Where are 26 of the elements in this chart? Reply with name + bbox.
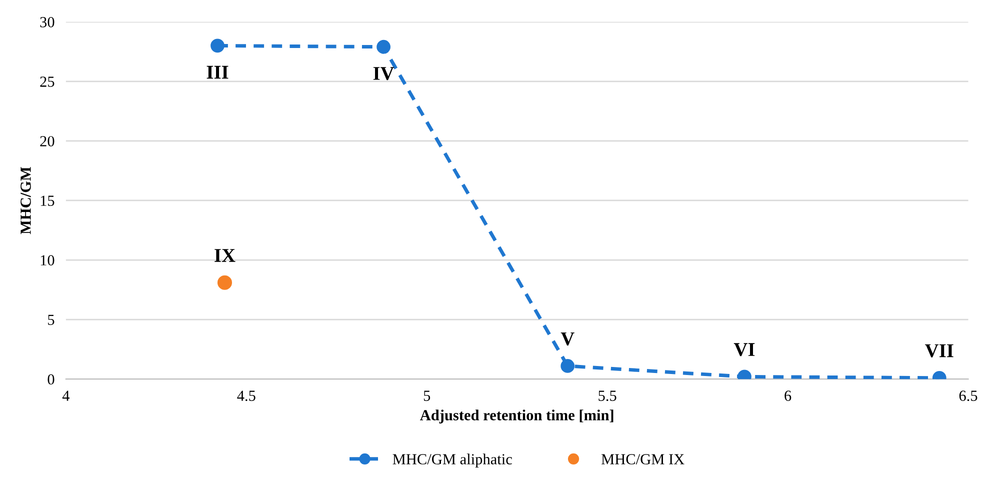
annotation: VI — [734, 343, 755, 356]
x-axis-title: Adjusted retention time [min] — [420, 410, 614, 424]
x-tick-label: 6.5 — [959, 390, 978, 402]
point — [217, 275, 232, 290]
x-tick-label: 4 — [62, 390, 70, 401]
y-tick-label: 30 — [40, 17, 54, 28]
x-tick-label: 5 — [424, 390, 430, 401]
annotation: VII — [925, 344, 954, 358]
y-axis-title: MHC/GM — [20, 166, 31, 234]
x-tick-label: 6 — [784, 390, 792, 401]
point — [376, 40, 390, 54]
legend-label: MHC/GM IX — [601, 454, 684, 464]
y-tick-label: 25 — [40, 76, 54, 87]
y-tick-label: 10 — [40, 255, 54, 266]
y-tick-label: 15 — [40, 196, 54, 206]
annotation: IV — [373, 67, 394, 80]
y-tick-label: 5 — [48, 314, 54, 325]
point — [210, 38, 224, 53]
y-tick-label: 0 — [48, 374, 54, 385]
x-tick-label: 4.5 — [237, 390, 256, 402]
legend-label: MHC/GM aliphatic — [392, 454, 512, 468]
x-tick-label: 5.5 — [598, 390, 616, 402]
y-tick-label: 20 — [40, 136, 54, 146]
annotation: IX — [214, 249, 236, 262]
annotation: III — [206, 66, 228, 79]
annotation: V — [560, 332, 574, 346]
